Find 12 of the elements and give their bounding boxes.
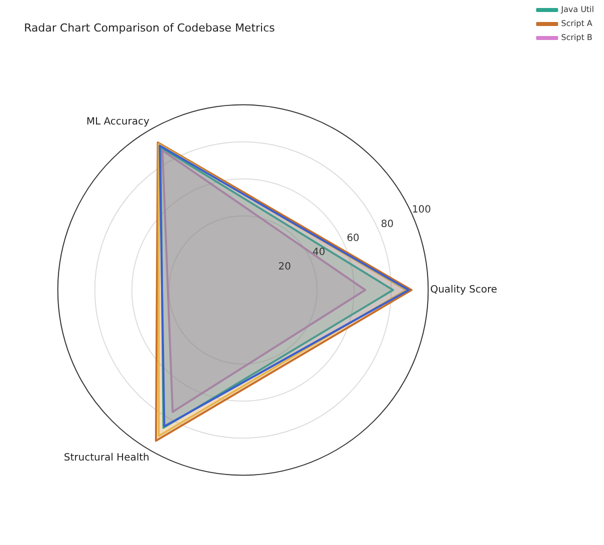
legend-label: Java Util	[560, 5, 594, 14]
spoke-label: Quality Score	[430, 284, 498, 296]
spoke-label: Structural Health	[64, 452, 150, 464]
y-tick-label: 40	[312, 247, 326, 258]
y-tick-label: 20	[278, 261, 291, 272]
spoke-label: ML Accuracy	[86, 116, 150, 128]
y-tick-label: 60	[346, 233, 360, 244]
legend-label: Script A	[561, 19, 593, 28]
text: Radar Chart Comparison of Codebase Metrics	[24, 21, 276, 34]
legend-label: Script B	[561, 33, 592, 42]
y-tick-label: 80	[380, 218, 394, 230]
y-tick-label: 100	[412, 204, 432, 216]
